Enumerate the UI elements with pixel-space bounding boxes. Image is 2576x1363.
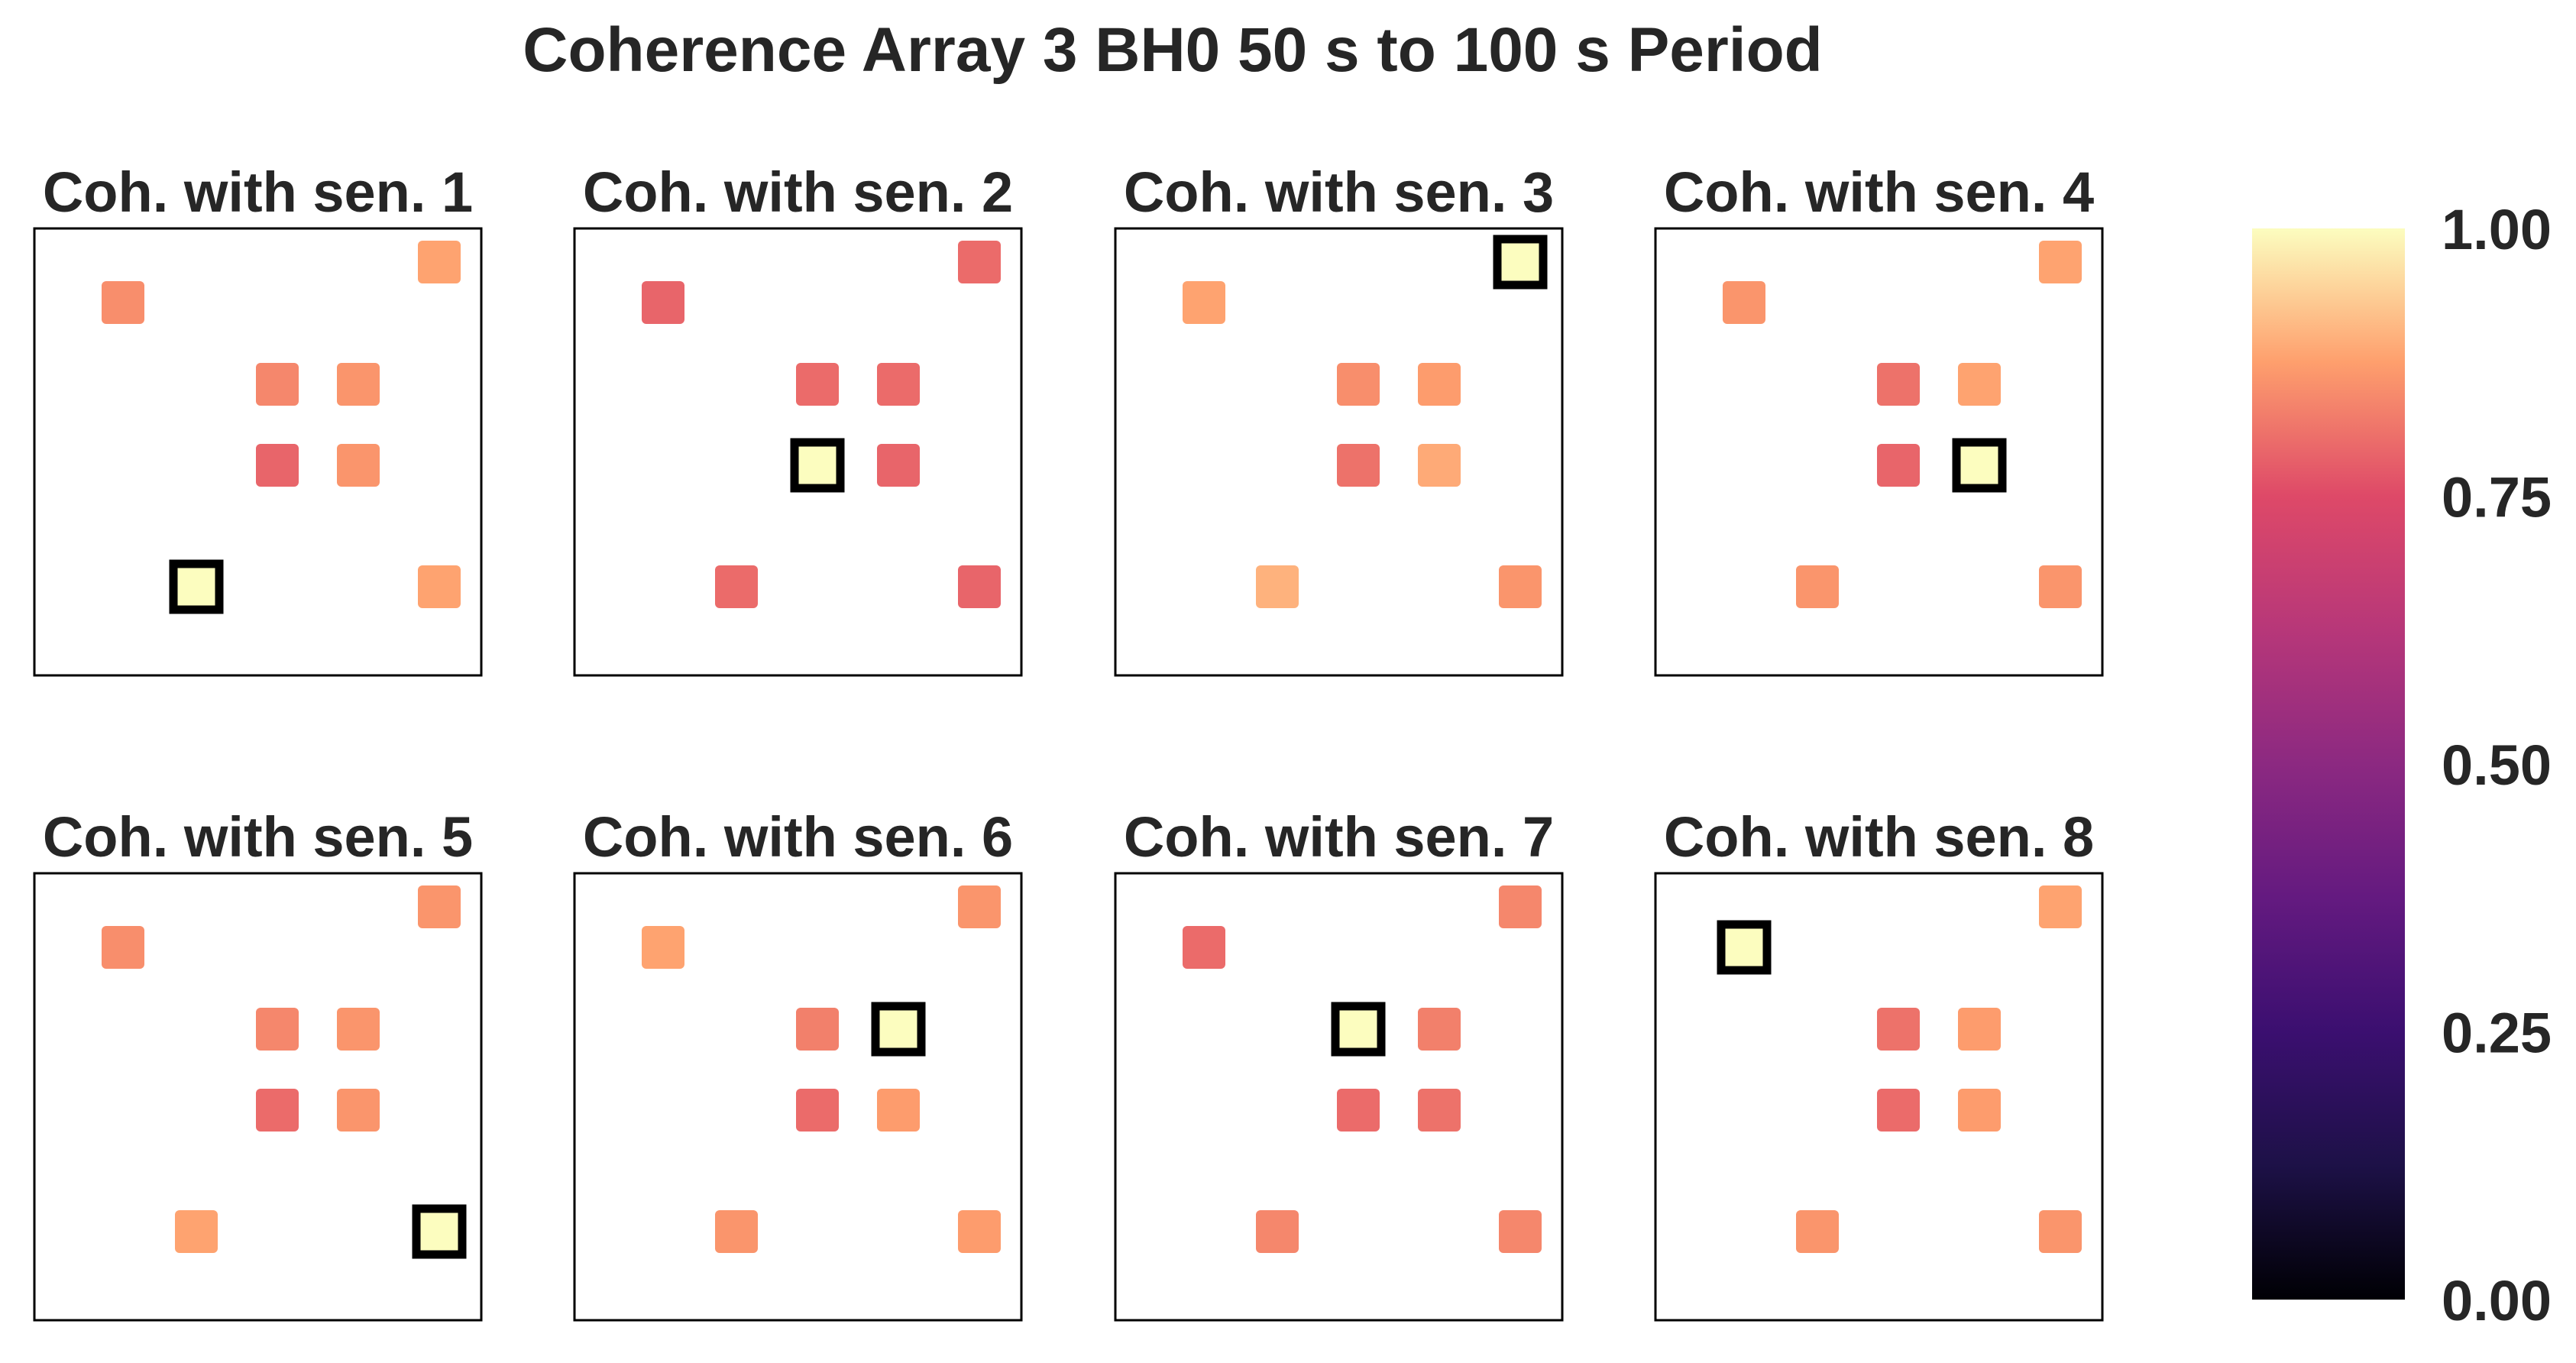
sensor-cell [958,1210,1001,1253]
sensor-cell [256,444,299,487]
sensor-cell [337,363,380,406]
sensor-cell [1337,444,1380,487]
panel-frame [573,227,1023,677]
figure-title: Coherence Array 3 BH0 50 s to 100 s Peri… [523,15,1823,85]
sensor-cell [1877,1008,1920,1051]
panel-title: Coh. with sen. 1 [43,160,473,224]
sensor-cell [877,1089,920,1132]
sensor-cell [256,363,299,406]
sensor-cell [642,926,684,969]
sensor-cell [102,281,144,324]
reference-sensor-cell [790,438,845,493]
colorbar-tick-label: 0.50 [2442,733,2552,797]
sensor-cell [1418,363,1461,406]
reference-sensor-cell [1493,235,1548,290]
sensor-cell [418,885,461,928]
colorbar-tick-labels: 0.00 0.25 0.50 0.75 1.00 [2442,198,2552,1332]
sensor-cell [1183,281,1225,324]
sensor-cell [2039,565,2082,608]
panel-frame [1654,872,2104,1322]
panel-frame [1114,227,1564,677]
sensor-cell [1796,565,1839,608]
sensor-cell [1499,565,1542,608]
sensor-cell [877,444,920,487]
reference-sensor-cell [412,1204,467,1259]
sensor-cell [256,1008,299,1051]
reference-sensor-cell [1717,920,1772,975]
panel-6: Coh. with sen. 6 [573,805,1023,1322]
panel-1: Coh. with sen. 1 [33,160,483,677]
panel-8: Coh. with sen. 8 [1654,805,2104,1322]
sensor-cell [1183,926,1225,969]
sensor-cell [2039,241,2082,283]
sensor-cell [1958,1008,2001,1051]
panel-title: Coh. with sen. 7 [1124,805,1554,869]
colorbar-tick-label: 0.75 [2442,466,2552,529]
panel-4: Coh. with sen. 4 [1654,160,2104,677]
colorbar: 0.00 0.25 0.50 0.75 1.00 [2252,198,2552,1332]
panel-2: Coh. with sen. 2 [573,160,1023,677]
sensor-cell [175,1210,218,1253]
panel-frame [33,872,483,1322]
reference-sensor-cell [1331,1002,1386,1057]
sensor-cell [337,1008,380,1051]
sensor-cell [256,1089,299,1132]
sensor-cell [337,444,380,487]
sensor-cell [1256,1210,1299,1253]
panel-title: Coh. with sen. 3 [1124,160,1554,224]
panel-frame [1654,227,2104,677]
reference-sensor-cell [169,559,224,614]
sensor-cell [796,363,839,406]
sensor-cell [877,363,920,406]
panel-frame [573,872,1023,1322]
sensor-cell [1958,1089,2001,1132]
panel-title: Coh. with sen. 8 [1664,805,2094,869]
panel-7: Coh. with sen. 7 [1114,805,1564,1322]
sensor-cell [1877,444,1920,487]
sensor-cell [1499,885,1542,928]
sensor-cell [1418,444,1461,487]
sensor-cell [337,1089,380,1132]
sensor-cell [958,565,1001,608]
panel-title: Coh. with sen. 2 [583,160,1013,224]
panel-5: Coh. with sen. 5 [33,805,483,1322]
sensor-cell [1499,1210,1542,1253]
panel-3: Coh. with sen. 3 [1114,160,1564,677]
panel-title: Coh. with sen. 4 [1664,160,2094,224]
sensor-cell [1418,1089,1461,1132]
colorbar-tick-label: 0.25 [2442,1002,2552,1065]
sensor-cell [1958,363,2001,406]
colorbar-tick-label: 1.00 [2442,198,2552,261]
sensor-cell [2039,1210,2082,1253]
sensor-cell [418,565,461,608]
panel-frame [1114,872,1564,1322]
reference-sensor-cell [871,1002,926,1057]
panel-grid: Coh. with sen. 1 Coh. with sen. 2 Coh. wit… [33,160,2104,1322]
sensor-cell [796,1008,839,1051]
sensor-cell [1723,281,1765,324]
sensor-cell [796,1089,839,1132]
sensor-cell [1337,1089,1380,1132]
sensor-cell [715,565,758,608]
sensor-cell [1877,363,1920,406]
sensor-cell [102,926,144,969]
colorbar-tick-label: 0.00 [2442,1269,2552,1332]
sensor-cell [642,281,684,324]
sensor-cell [1418,1008,1461,1051]
sensor-cell [418,241,461,283]
reference-sensor-cell [1952,438,2007,493]
panel-title: Coh. with sen. 5 [43,805,473,869]
sensor-cell [2039,885,2082,928]
panel-title: Coh. with sen. 6 [583,805,1013,869]
sensor-cell [1796,1210,1839,1253]
colorbar-gradient [2252,228,2405,1300]
sensor-cell [715,1210,758,1253]
sensor-cell [1337,363,1380,406]
sensor-cell [1877,1089,1920,1132]
panel-frame [33,227,483,677]
sensor-cell [958,241,1001,283]
sensor-cell [1256,565,1299,608]
sensor-cell [958,885,1001,928]
